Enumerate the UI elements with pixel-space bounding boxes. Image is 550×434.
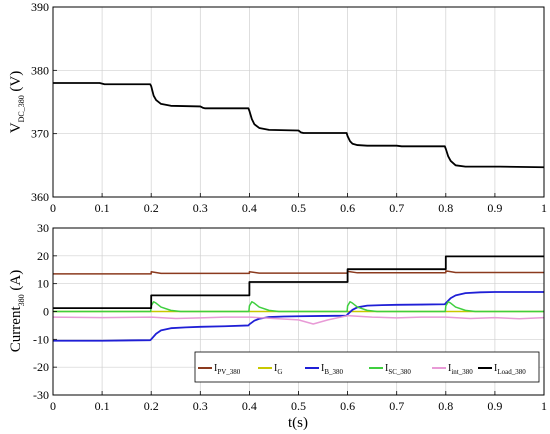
- y-tick-label: 30: [37, 221, 49, 235]
- x-tick-label: 0.2: [144, 201, 159, 215]
- current-legend: IPV_380 IG IB_380 ISC_380 Iint_380 ILoad_380: [194, 351, 540, 383]
- voltage-panel: 0 0.1 0.2 0.3 0.4 0.5 0.6 0.7 0.8 0.9 1 360 370 380 39…: [8, 0, 547, 215]
- time-xlabel: t(s): [288, 415, 308, 431]
- y-tick-label: 360: [31, 190, 49, 204]
- x-tick-label: 0.6: [340, 399, 355, 413]
- x-tick-label: 0.2: [144, 399, 159, 413]
- x-tick-label: 0.4: [242, 399, 257, 413]
- series-line-0: [53, 270, 544, 275]
- x-tick-label: 1: [541, 201, 547, 215]
- x-tick-label: 0.4: [242, 201, 257, 215]
- voltage-series: [53, 82, 545, 169]
- current-series: [52, 255, 545, 342]
- series-line-2: [53, 291, 544, 342]
- y-tick-label: 0: [43, 305, 49, 319]
- x-tick-label: 0: [50, 399, 56, 413]
- x-tick-label: 0.8: [438, 201, 453, 215]
- y-tick-label: -20: [33, 360, 49, 374]
- legend-label: Iint_380: [448, 363, 473, 376]
- y-tick-label: -10: [33, 332, 49, 346]
- series-line-3: [53, 301, 544, 313]
- x-tick-label: 0.7: [389, 201, 404, 215]
- x-tick-label: 0.6: [340, 201, 355, 215]
- y-tick-label: 390: [31, 0, 49, 14]
- x-tick-label: 1: [541, 399, 547, 413]
- x-tick-label: 0.9: [487, 399, 502, 413]
- y-tick-label: 380: [31, 63, 49, 77]
- voltage-ticks: 0 0.1 0.2 0.3 0.4 0.5 0.6 0.7 0.8 0.9 1 360 370 380 39…: [31, 0, 547, 215]
- x-tick-label: 0.1: [95, 201, 110, 215]
- x-tick-label: 0.3: [193, 399, 208, 413]
- x-tick-label: 0.5: [291, 201, 306, 215]
- current-ticks: 0 0.1 0.2 0.3 0.4 0.5 0.6 0.7 0.8 0.9 1 -30 -20 -10 0 1…: [33, 221, 547, 413]
- y-tick-label: 20: [37, 249, 49, 263]
- series-line-4: [52, 314, 545, 325]
- y-tick-label: -30: [33, 388, 49, 402]
- legend-label: IB_380: [321, 363, 344, 376]
- current-panel: 0 0.1 0.2 0.3 0.4 0.5 0.6 0.7 0.8 0.9 1 -30 -20 -10 0 1…: [8, 221, 547, 431]
- y-tick-label: 10: [37, 277, 49, 291]
- voltage-ylabel: VDC_380 (V): [8, 71, 26, 134]
- x-tick-label: 0.3: [193, 201, 208, 215]
- x-tick-label: 0.1: [95, 399, 110, 413]
- current-ylabel: Current380 (A): [8, 270, 26, 352]
- legend-label: IPV_380: [214, 363, 241, 376]
- legend-label: IG: [274, 363, 282, 376]
- legend-label: ILoad_380: [494, 363, 526, 376]
- x-tick-label: 0.8: [438, 399, 453, 413]
- series-line-5: [53, 255, 544, 310]
- legend-label: ISC_380: [385, 363, 411, 376]
- series-line-0: [53, 82, 545, 169]
- y-tick-label: 370: [31, 127, 49, 141]
- x-tick-label: 0: [50, 201, 56, 215]
- x-tick-label: 0.5: [291, 399, 306, 413]
- x-tick-label: 0.7: [389, 399, 404, 413]
- x-tick-label: 0.9: [487, 201, 502, 215]
